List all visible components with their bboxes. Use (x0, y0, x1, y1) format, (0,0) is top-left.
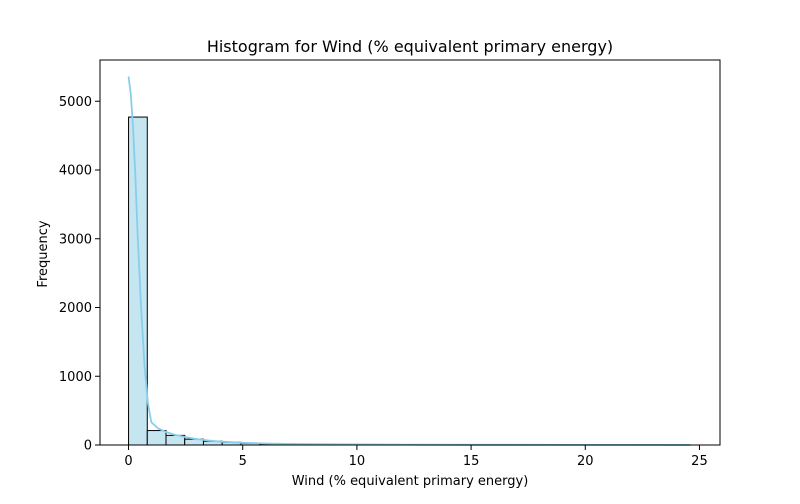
x-tick-label: 0 (124, 454, 132, 469)
histogram-bar (129, 117, 148, 445)
y-tick-label: 3000 (59, 232, 92, 247)
plot-area (129, 77, 691, 446)
y-tick-label: 5000 (59, 95, 92, 110)
y-axis-label: Frequency (36, 220, 51, 287)
x-tick-label: 25 (691, 454, 708, 469)
x-axis-label: Wind (% equivalent primary energy) (292, 474, 529, 489)
x-tick-label: 15 (463, 454, 480, 469)
x-tick-label: 5 (239, 454, 247, 469)
y-tick-label: 4000 (59, 164, 92, 179)
y-tick-label: 0 (84, 439, 92, 454)
plot-frame (100, 60, 720, 445)
x-tick-label: 10 (349, 454, 366, 469)
y-tick-label: 2000 (59, 301, 92, 316)
y-tick-label: 1000 (59, 370, 92, 385)
axes: 0 5 10 15 20 25 0 1000 2000 3000 4000 5000 (59, 95, 708, 469)
chart-title: Histogram for Wind (% equivalent primary… (207, 37, 613, 56)
x-tick-label: 20 (577, 454, 594, 469)
kde-line (129, 77, 691, 445)
histogram-bar (147, 431, 166, 445)
